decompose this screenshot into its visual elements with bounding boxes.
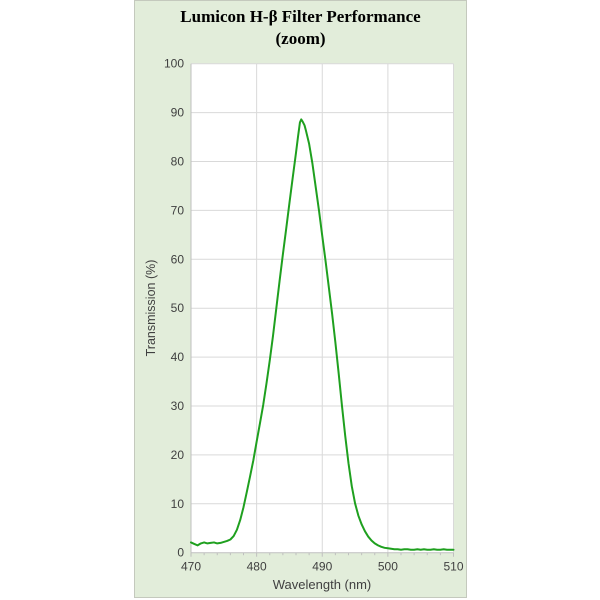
chart-title-line1: Lumicon H-β Filter Performance	[180, 7, 421, 26]
transmission-plot: 0 10 20 30 40 50 60 70 80 90 100 470 480 490 500 510 Tr…	[144, 57, 464, 592]
x-tick-label-470: 470	[181, 560, 201, 574]
x-tick-label-510: 510	[443, 560, 463, 574]
y-axis-title: Transmission (%)	[144, 260, 158, 357]
y-tick-label-0: 0	[177, 546, 184, 560]
x-axis-title: Wavelength (nm)	[273, 577, 372, 592]
y-tick-label-90: 90	[171, 106, 185, 120]
transmission-curve	[190, 118, 455, 551]
y-tick-label-60: 60	[171, 252, 185, 266]
y-tick-label-70: 70	[171, 203, 185, 217]
y-tick-label-20: 20	[171, 448, 185, 462]
y-tick-label-50: 50	[171, 301, 185, 315]
chart-title-line2: (zoom)	[275, 29, 326, 48]
x-tick-label-480: 480	[247, 560, 267, 574]
chart-container: Lumicon H-β Filter Performance (zoom) 0 1…	[134, 0, 467, 598]
x-tick-label-490: 490	[312, 560, 332, 574]
y-tick-label-100: 100	[164, 57, 184, 71]
y-tick-label-30: 30	[171, 399, 185, 413]
y-tick-label-40: 40	[171, 350, 185, 364]
chart-title: Lumicon H-β Filter Performance (zoom)	[135, 6, 466, 50]
x-tick-label-500: 500	[378, 560, 398, 574]
y-tick-label-80: 80	[171, 155, 185, 169]
y-tick-label-10: 10	[171, 497, 185, 511]
